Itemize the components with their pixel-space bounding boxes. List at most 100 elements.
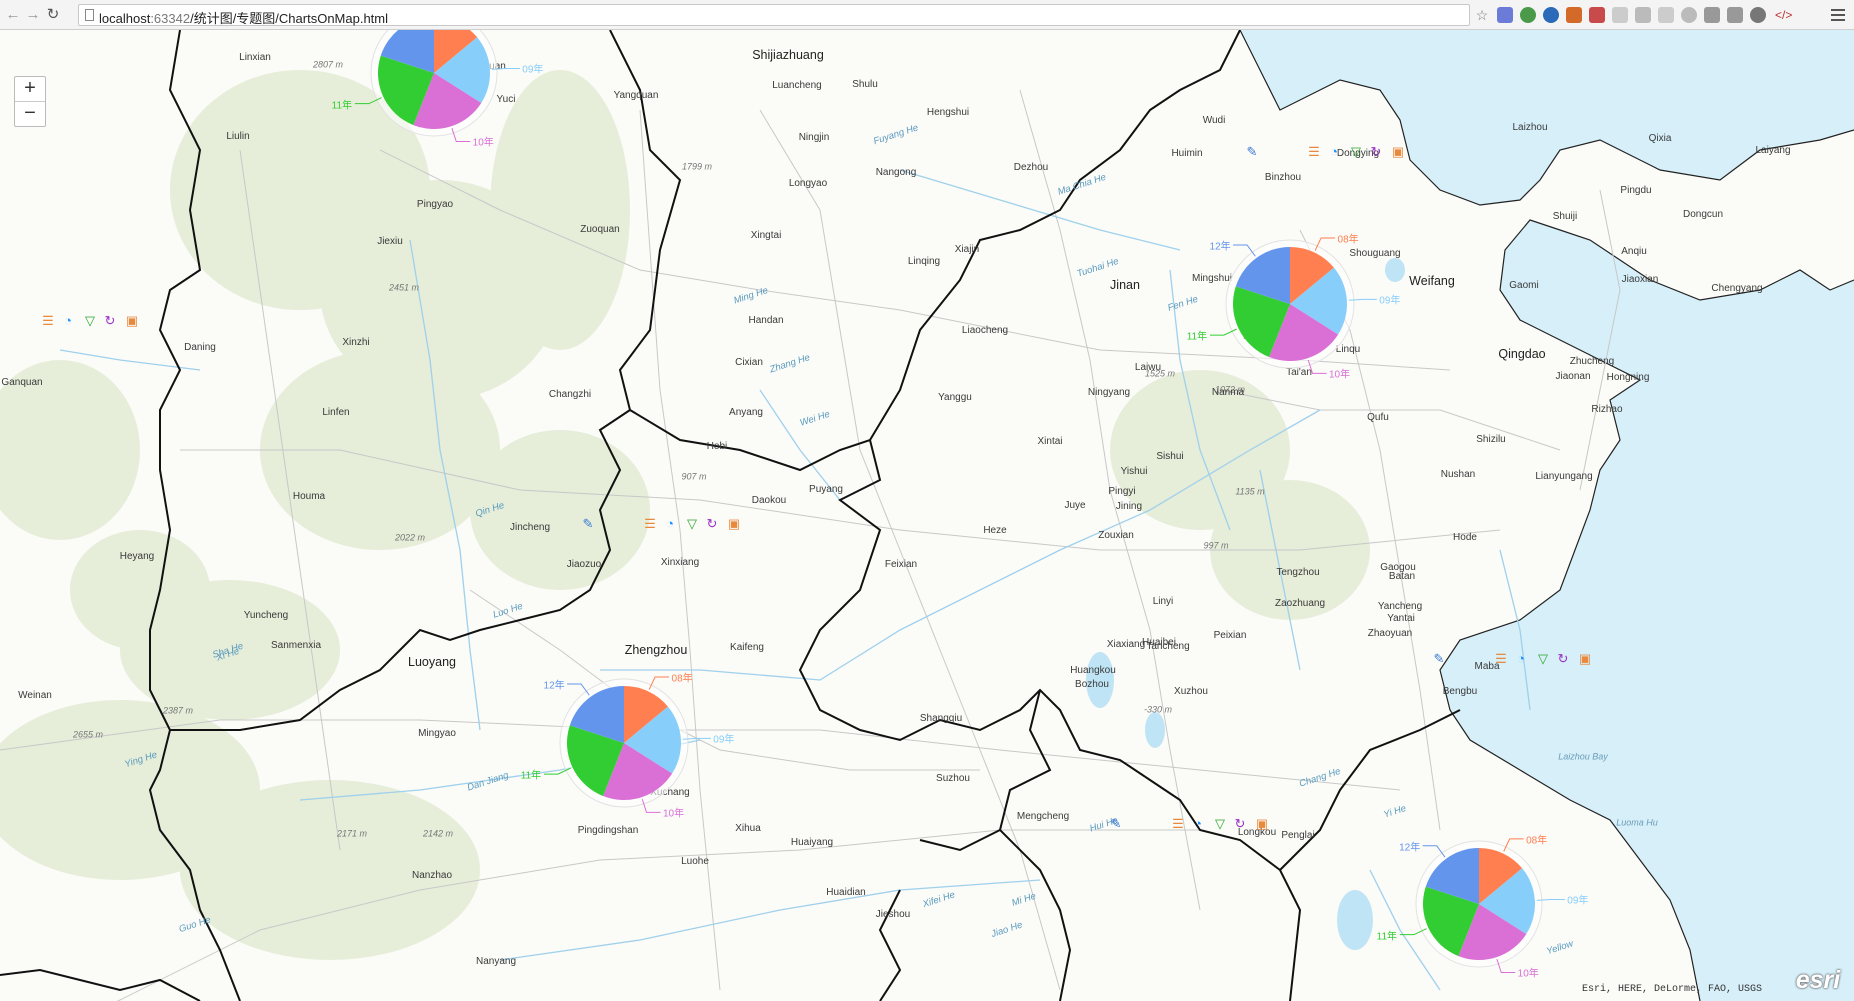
place-label: Huaiyang xyxy=(790,837,834,848)
place-label: Luancheng xyxy=(772,80,822,91)
forward-arrow-icon[interactable]: → xyxy=(25,6,41,23)
extension-icon[interactable] xyxy=(1543,7,1559,23)
pie-label-10年: 10年 xyxy=(1328,369,1351,381)
save-icon[interactable]: ▣ xyxy=(1391,144,1405,159)
place-label: Longkou xyxy=(1237,827,1277,838)
extension-icon[interactable] xyxy=(1658,7,1674,23)
place-label: Linfen xyxy=(322,407,350,418)
place-label: Sishui xyxy=(1156,451,1184,462)
page-icon xyxy=(85,9,94,21)
place-label: Cixian xyxy=(735,357,763,368)
map-attribution: Esri, HERE, DeLorme, FAO, USGS xyxy=(1581,984,1762,995)
extension-icon[interactable] xyxy=(1635,7,1651,23)
place-label: Hengshui xyxy=(926,107,970,118)
funnel-icon[interactable]: ▽ xyxy=(1215,816,1225,831)
data-view-icon[interactable]: ☰ xyxy=(644,516,656,531)
place-label: Qingdao xyxy=(1498,346,1546,361)
place-label: Yuci xyxy=(496,94,516,105)
edit-icon[interactable]: ✎ xyxy=(582,516,594,531)
place-label: Ganquan xyxy=(1,377,43,388)
data-view-icon[interactable]: ☰ xyxy=(1172,816,1184,831)
pie-label-10年: 10年 xyxy=(662,808,685,820)
edit-icon[interactable]: ✎ xyxy=(1110,816,1122,831)
place-label: Anqiu xyxy=(1621,246,1647,257)
place-label: Sanmenxia xyxy=(270,640,322,651)
place-label: Nanma xyxy=(1211,387,1245,398)
bookmark-star-icon[interactable]: ☆ xyxy=(1475,7,1489,23)
place-label: Luohe xyxy=(681,856,709,867)
place-label: Shuiji xyxy=(1552,211,1578,222)
refresh-icon[interactable]: ↻ xyxy=(706,516,718,531)
extension-icon[interactable] xyxy=(1566,7,1582,23)
place-label: Weinan xyxy=(18,690,52,701)
place-label: 907 m xyxy=(681,471,707,482)
refresh-icon[interactable]: ↻ xyxy=(1234,816,1246,831)
funnel-icon[interactable]: ▽ xyxy=(1538,651,1548,666)
pie-label-08年: 08年 xyxy=(1526,835,1548,847)
place-label: Tengzhou xyxy=(1276,567,1320,578)
extension-icon[interactable] xyxy=(1681,7,1697,23)
place-label: Daning xyxy=(184,342,216,353)
extension-icon[interactable] xyxy=(1704,7,1720,23)
pie-icon[interactable]: ◔ xyxy=(1330,144,1338,159)
edit-icon[interactable]: ✎ xyxy=(1433,651,1445,666)
save-icon[interactable]: ▣ xyxy=(727,516,741,531)
pie-label-11年: 11年 xyxy=(1186,331,1208,343)
funnel-icon[interactable]: ▽ xyxy=(85,313,95,328)
pie-label-09年: 09年 xyxy=(1379,295,1401,307)
pie-icon[interactable]: ◔ xyxy=(1517,651,1525,666)
pie-icon[interactable]: ◔ xyxy=(666,516,674,531)
back-arrow-icon[interactable]: ← xyxy=(5,6,21,23)
place-label: Xuzhou xyxy=(1174,686,1208,697)
data-view-icon[interactable]: ☰ xyxy=(1308,144,1320,159)
devtools-icon[interactable]: </> xyxy=(1775,8,1793,22)
place-label: Bengbu xyxy=(1442,686,1478,697)
place-label: Yishui xyxy=(1120,466,1148,477)
place-label: Pingdingshan xyxy=(577,825,639,836)
extension-icon[interactable] xyxy=(1520,7,1536,23)
place-label: yuan xyxy=(484,61,506,72)
zoom-out-button[interactable]: − xyxy=(15,101,45,126)
refresh-icon[interactable]: ↻ xyxy=(104,313,116,328)
place-label: Gaomi xyxy=(1509,280,1539,291)
place-label: Rizhao xyxy=(1591,404,1623,415)
extension-icon[interactable] xyxy=(1750,7,1766,23)
place-label: Xingtai xyxy=(750,230,782,241)
menu-icon[interactable] xyxy=(1830,6,1846,24)
extension-icon[interactable] xyxy=(1589,7,1605,23)
place-label: Jinan xyxy=(1110,277,1140,292)
funnel-icon[interactable]: ▽ xyxy=(687,516,697,531)
refresh-icon[interactable]: ↻ xyxy=(1370,144,1382,159)
place-label: Laiyang xyxy=(1755,145,1791,156)
save-icon[interactable]: ▣ xyxy=(125,313,139,328)
address-bar[interactable]: localhost:63342/统计图/专题图/ChartsOnMap.html xyxy=(78,4,1470,26)
place-label: 2387 m xyxy=(162,705,194,716)
place-label: Shijiazhuang xyxy=(752,47,824,62)
url-text[interactable]: localhost:63342/统计图/专题图/ChartsOnMap.html xyxy=(99,11,389,26)
place-label: 2807 m xyxy=(312,59,344,70)
place-label: Nanyang xyxy=(475,956,517,967)
extension-icon[interactable] xyxy=(1612,7,1628,23)
place-label: Wudi xyxy=(1202,115,1226,126)
data-view-icon[interactable]: ☰ xyxy=(42,313,54,328)
place-label: Shangqiu xyxy=(919,713,963,724)
map-view[interactable]: YulinLinxian2807 myuanYuciLiulinShijiazh… xyxy=(0,30,1854,1001)
place-label: Linqing xyxy=(907,256,941,267)
data-view-icon[interactable]: ☰ xyxy=(1495,651,1507,666)
place-label: Zhaoyuan xyxy=(1367,628,1413,639)
pie-icon[interactable]: ◔ xyxy=(64,313,72,328)
funnel-icon[interactable]: ▽ xyxy=(1351,144,1361,159)
save-icon[interactable]: ▣ xyxy=(1255,816,1269,831)
refresh-icon[interactable]: ↻ xyxy=(1557,651,1569,666)
pie-label-12年: 12年 xyxy=(1209,241,1231,253)
reload-icon[interactable]: ↻ xyxy=(46,6,60,23)
save-icon[interactable]: ▣ xyxy=(1578,651,1592,666)
extension-icon[interactable] xyxy=(1727,7,1743,23)
pie-icon[interactable]: ◔ xyxy=(1194,816,1202,831)
edit-icon[interactable]: ✎ xyxy=(1246,144,1258,159)
pie-label-11年: 11年 xyxy=(1376,931,1398,943)
extension-icon[interactable] xyxy=(1497,7,1513,23)
zoom-in-button[interactable]: + xyxy=(24,77,36,99)
place-label: Jiexiu xyxy=(377,236,403,247)
place-label: -330 m xyxy=(1143,704,1173,715)
